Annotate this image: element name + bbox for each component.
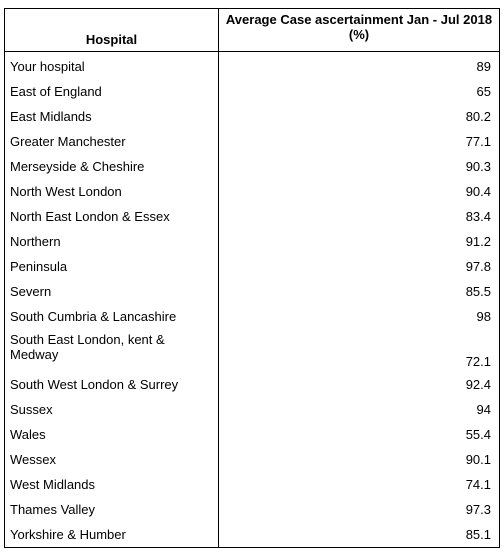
column-header-average: Average Case ascertainment Jan - Jul 201… [218,8,500,52]
average-value-cell: 90.1 [218,447,500,472]
hospital-name-cell: South West London & Surrey [4,372,219,397]
average-value-cell: 77.1 [218,129,500,154]
average-value-cell: 90.3 [218,154,500,179]
table-body: Your hospital 89 East of England 65 East… [4,51,500,548]
table-row: Wales 55.4 [4,422,500,447]
table-row: South East London, kent & Medway 72.1 [4,329,500,372]
average-value-cell: 92.4 [218,372,500,397]
average-value-cell: 91.2 [218,229,500,254]
header-row: Hospital Average Case ascertainment Jan … [4,8,500,52]
hospital-name-cell: Sussex [4,397,219,422]
table-row: South West London & Surrey 92.4 [4,372,500,397]
average-value-cell: 98 [218,304,500,329]
hospital-name-cell: Northern [4,229,219,254]
hospital-name-cell: North East London & Essex [4,204,219,229]
hospital-name-cell: Your hospital [4,51,219,79]
hospital-name-cell: Thames Valley [4,497,219,522]
average-value-cell: 85.5 [218,279,500,304]
average-value-cell: 72.1 [218,329,500,372]
hospital-name-cell: Wales [4,422,219,447]
hospital-name-cell: North West London [4,179,219,204]
table-row: Yorkshire & Humber 85.1 [4,522,500,548]
table-row: North East London & Essex 83.4 [4,204,500,229]
table-row: Your hospital 89 [4,51,500,79]
table-row: East of England 65 [4,79,500,104]
column-header-hospital: Hospital [4,8,219,52]
average-value-cell: 94 [218,397,500,422]
hospital-name-cell: West Midlands [4,472,219,497]
table-row: Greater Manchester 77.1 [4,129,500,154]
hospital-name-cell: Yorkshire & Humber [4,522,219,548]
case-ascertainment-table: Hospital Average Case ascertainment Jan … [4,8,500,548]
average-value-cell: 74.1 [218,472,500,497]
table-row: South Cumbria & Lancashire 98 [4,304,500,329]
table-row: Thames Valley 97.3 [4,497,500,522]
average-value-cell: 97.8 [218,254,500,279]
average-value-cell: 83.4 [218,204,500,229]
average-value-cell: 80.2 [218,104,500,129]
table-row: Wessex 90.1 [4,447,500,472]
average-value-cell: 90.4 [218,179,500,204]
table-row: Sussex 94 [4,397,500,422]
table-row: West Midlands 74.1 [4,472,500,497]
hospital-name-cell: East Midlands [4,104,219,129]
table-row: Peninsula 97.8 [4,254,500,279]
table-row: Northern 91.2 [4,229,500,254]
average-value-cell: 85.1 [218,522,500,548]
table-row: Merseyside & Cheshire 90.3 [4,154,500,179]
hospital-name-cell: Severn [4,279,219,304]
hospital-name-cell: Wessex [4,447,219,472]
table-row: Severn 85.5 [4,279,500,304]
hospital-name-cell: Merseyside & Cheshire [4,154,219,179]
average-value-cell: 65 [218,79,500,104]
table-row: East Midlands 80.2 [4,104,500,129]
hospital-name-cell: South Cumbria & Lancashire [4,304,219,329]
hospital-name-cell: South East London, kent & Medway [4,329,219,372]
average-value-cell: 89 [218,51,500,79]
average-value-cell: 55.4 [218,422,500,447]
table-row: North West London 90.4 [4,179,500,204]
table-header: Hospital Average Case ascertainment Jan … [4,8,500,52]
hospital-name-cell: Greater Manchester [4,129,219,154]
hospital-name-cell: Peninsula [4,254,219,279]
average-value-cell: 97.3 [218,497,500,522]
hospital-name-cell: East of England [4,79,219,104]
